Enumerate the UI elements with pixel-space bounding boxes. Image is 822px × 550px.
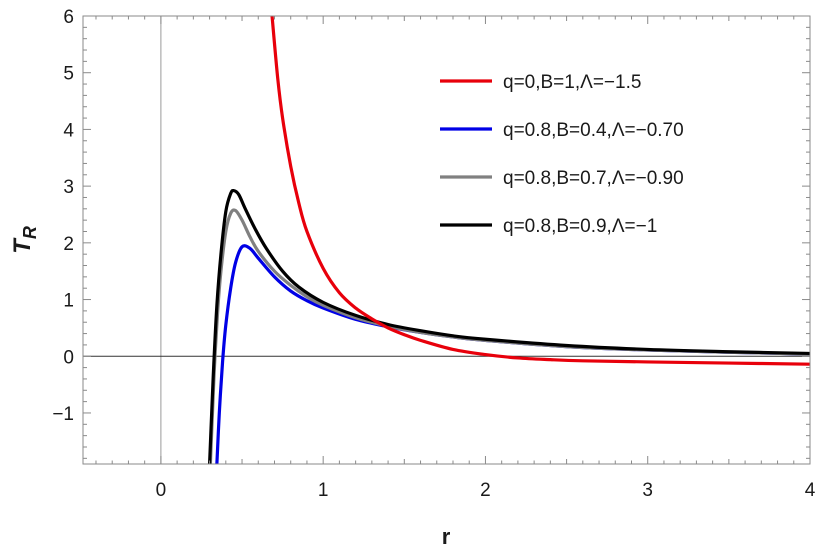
y-tick-label: 6 [63, 7, 74, 28]
series-layer [207, 16, 810, 464]
x-axis-title: r [442, 524, 451, 549]
legend: q=0,B=1,Λ=−1.5 q=0.8,B=0.4,Λ=−0.70 q=0.8,B… [440, 72, 684, 237]
plot-border [82, 15, 811, 465]
plot-frame [82, 15, 811, 465]
y-axis-title: TR [9, 226, 40, 254]
y-tick-label: 2 [63, 234, 74, 255]
series-line-1 [215, 244, 810, 464]
legend-label: q=0,B=1,Λ=−1.5 [503, 72, 641, 93]
x-tick-label: 0 [156, 480, 167, 501]
y-tick-label: −1 [52, 404, 74, 425]
x-tick-label: 3 [642, 480, 653, 501]
legend-label: q=0.8,B=0.9,Λ=−1 [503, 216, 657, 237]
series-line-0 [270, 16, 810, 366]
series-line-3 [207, 188, 810, 464]
tick-labels: 0 1 2 3 4 −1 0 1 2 3 4 5 6 [52, 7, 815, 501]
y-tick-label: 4 [63, 120, 74, 141]
legend-label: q=0.8,B=0.7,Λ=−0.90 [503, 168, 684, 189]
x-tick-label: 2 [480, 480, 491, 501]
legend-label: q=0.8,B=0.4,Λ=−0.70 [503, 120, 684, 141]
y-axis-title-main: T [9, 237, 36, 254]
y-tick-label: 0 [63, 347, 74, 368]
svg-text:TR: TR [9, 226, 40, 254]
x-tick-label: 1 [318, 480, 329, 501]
y-tick-label: 1 [63, 291, 74, 312]
series-line-2 [208, 208, 810, 464]
y-axis-title-subscript: R [20, 226, 40, 239]
axes [83, 16, 810, 464]
ticks [83, 15, 811, 464]
x-tick-label: 4 [805, 480, 816, 501]
y-tick-label: 3 [63, 177, 74, 198]
y-tick-label: 5 [63, 64, 74, 85]
